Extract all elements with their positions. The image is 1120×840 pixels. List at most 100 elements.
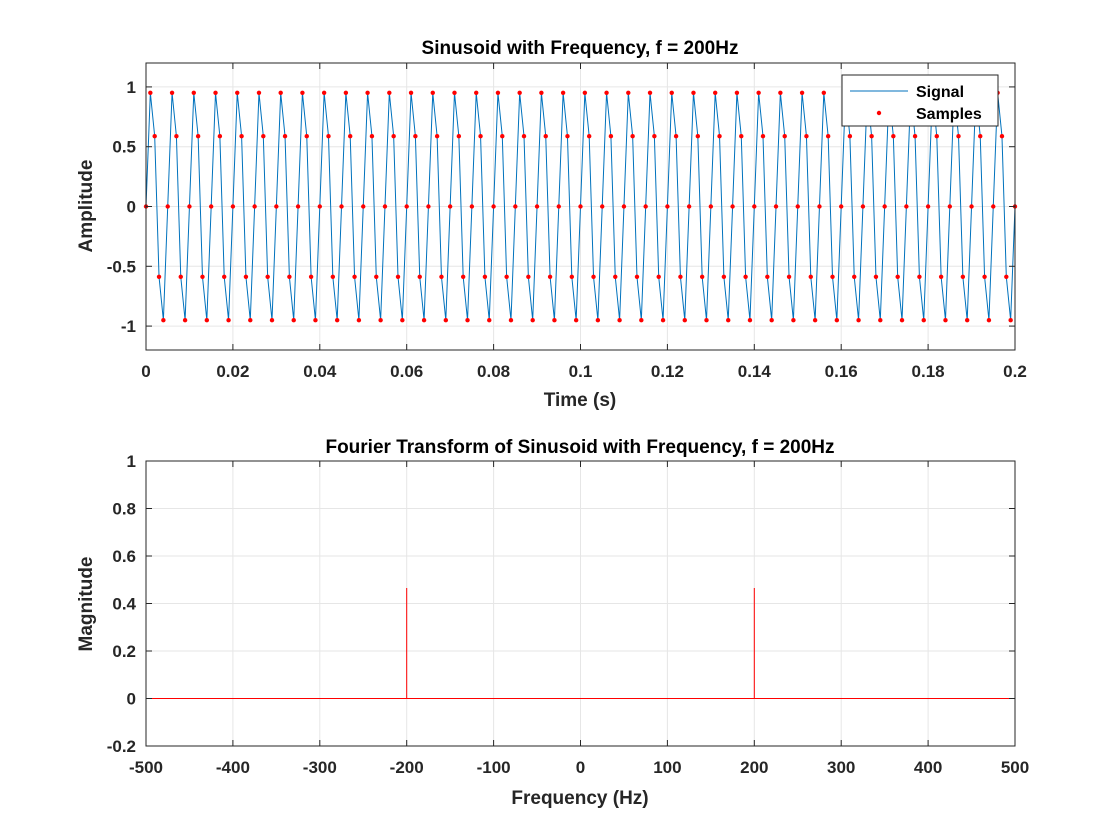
sinusoid-y-tick-label: -1 bbox=[121, 317, 136, 336]
sinusoid-x-tick-label: 0 bbox=[141, 362, 150, 381]
sample-point bbox=[543, 133, 548, 139]
sample-point bbox=[495, 90, 501, 95]
sample-point bbox=[343, 90, 349, 95]
sinusoid-x-tick-label: 0.08 bbox=[477, 362, 510, 381]
sample-point bbox=[795, 204, 800, 209]
sample-point bbox=[213, 90, 218, 95]
sample-point bbox=[182, 318, 188, 323]
fourier-x-tick-label: 100 bbox=[653, 758, 681, 777]
sample-point bbox=[556, 204, 561, 209]
sample-point bbox=[799, 90, 805, 95]
sample-point bbox=[530, 318, 535, 323]
sample-point bbox=[604, 90, 609, 95]
sample-point bbox=[326, 133, 331, 139]
sinusoid-x-tick-label: 0.18 bbox=[912, 362, 945, 381]
sample-point bbox=[226, 318, 231, 323]
sample-point bbox=[365, 90, 370, 95]
sample-point bbox=[978, 133, 983, 139]
fourier-y-tick-label: 0.8 bbox=[112, 500, 136, 519]
sample-point bbox=[739, 133, 744, 139]
sample-point bbox=[834, 318, 840, 323]
legend: Signal Samples bbox=[841, 74, 999, 127]
sample-point bbox=[730, 204, 735, 209]
sample-point bbox=[756, 90, 761, 95]
sample-point bbox=[938, 274, 944, 280]
sample-point bbox=[947, 204, 953, 209]
sample-point bbox=[899, 318, 905, 323]
sample-point bbox=[956, 133, 961, 139]
fourier-x-tick-label: 200 bbox=[740, 758, 768, 777]
sample-point bbox=[400, 318, 405, 323]
sample-point bbox=[782, 133, 787, 139]
sample-point bbox=[873, 274, 879, 280]
sample-point bbox=[743, 274, 748, 280]
sample-point bbox=[934, 133, 939, 139]
sample-point bbox=[691, 90, 696, 95]
sample-point bbox=[222, 274, 227, 280]
sample-point bbox=[704, 318, 709, 323]
sample-point bbox=[317, 204, 322, 209]
sample-point bbox=[569, 274, 575, 280]
sample-point bbox=[539, 90, 544, 95]
sample-point bbox=[395, 274, 401, 280]
fourier-x-tick-label: 300 bbox=[827, 758, 855, 777]
sample-point bbox=[161, 318, 166, 323]
sample-point bbox=[191, 90, 196, 95]
sinusoid-x-tick-label: 0.04 bbox=[303, 362, 337, 381]
sample-point bbox=[178, 274, 183, 280]
sample-point bbox=[452, 90, 457, 95]
sample-point bbox=[547, 274, 553, 280]
sample-point bbox=[321, 90, 327, 95]
sample-point bbox=[413, 133, 418, 139]
magnitude-spectrum-line bbox=[146, 588, 1015, 699]
sample-point bbox=[187, 204, 192, 209]
fourier-x-tick-label: 500 bbox=[1001, 758, 1029, 777]
sample-point bbox=[204, 318, 210, 323]
sample-point bbox=[943, 318, 948, 323]
sinusoid-x-tick-label: 0.1 bbox=[569, 362, 593, 381]
sinusoid-series bbox=[143, 90, 1018, 323]
sinusoid-y-tick-label: 0 bbox=[127, 198, 136, 217]
sample-point bbox=[382, 204, 388, 209]
sample-point bbox=[356, 318, 362, 323]
sample-point bbox=[812, 318, 818, 323]
sample-point bbox=[747, 318, 753, 323]
sample-point bbox=[552, 318, 557, 323]
sample-point bbox=[643, 204, 648, 209]
fourier-y-axis-label: Magnitude bbox=[76, 557, 97, 652]
sample-point bbox=[239, 133, 244, 139]
sample-point bbox=[165, 204, 170, 209]
fourier-x-tick-label: -100 bbox=[477, 758, 511, 777]
sample-point bbox=[174, 133, 179, 139]
sample-point bbox=[465, 318, 470, 323]
sample-point bbox=[243, 274, 249, 280]
sinusoid-x-tick-label: 0.06 bbox=[390, 362, 423, 381]
fourier-y-tick-label: 0 bbox=[127, 690, 136, 709]
fourier-x-tick-label: -400 bbox=[216, 758, 250, 777]
sample-point bbox=[313, 318, 318, 323]
sample-point bbox=[999, 133, 1005, 139]
sample-point bbox=[678, 274, 683, 280]
sample-point bbox=[878, 318, 883, 323]
sample-point bbox=[217, 133, 223, 139]
sample-point bbox=[456, 133, 462, 139]
sample-point bbox=[673, 133, 679, 139]
sample-point bbox=[248, 318, 253, 323]
sinusoid-x-tick-label: 0.2 bbox=[1003, 362, 1027, 381]
sample-point bbox=[600, 204, 605, 209]
sample-point bbox=[291, 318, 296, 323]
sample-point bbox=[921, 318, 926, 323]
sample-point bbox=[565, 133, 570, 139]
sample-point bbox=[447, 204, 453, 209]
sample-point bbox=[634, 274, 640, 280]
sample-point bbox=[500, 133, 505, 139]
sample-point bbox=[508, 318, 514, 323]
sample-point bbox=[699, 274, 705, 280]
sample-point bbox=[760, 133, 766, 139]
sample-point bbox=[208, 204, 214, 209]
sample-point bbox=[982, 274, 987, 280]
sinusoid-x-tick-label: 0.02 bbox=[216, 362, 249, 381]
sample-point bbox=[487, 318, 492, 323]
sample-point bbox=[986, 318, 992, 323]
sample-point bbox=[235, 90, 240, 95]
